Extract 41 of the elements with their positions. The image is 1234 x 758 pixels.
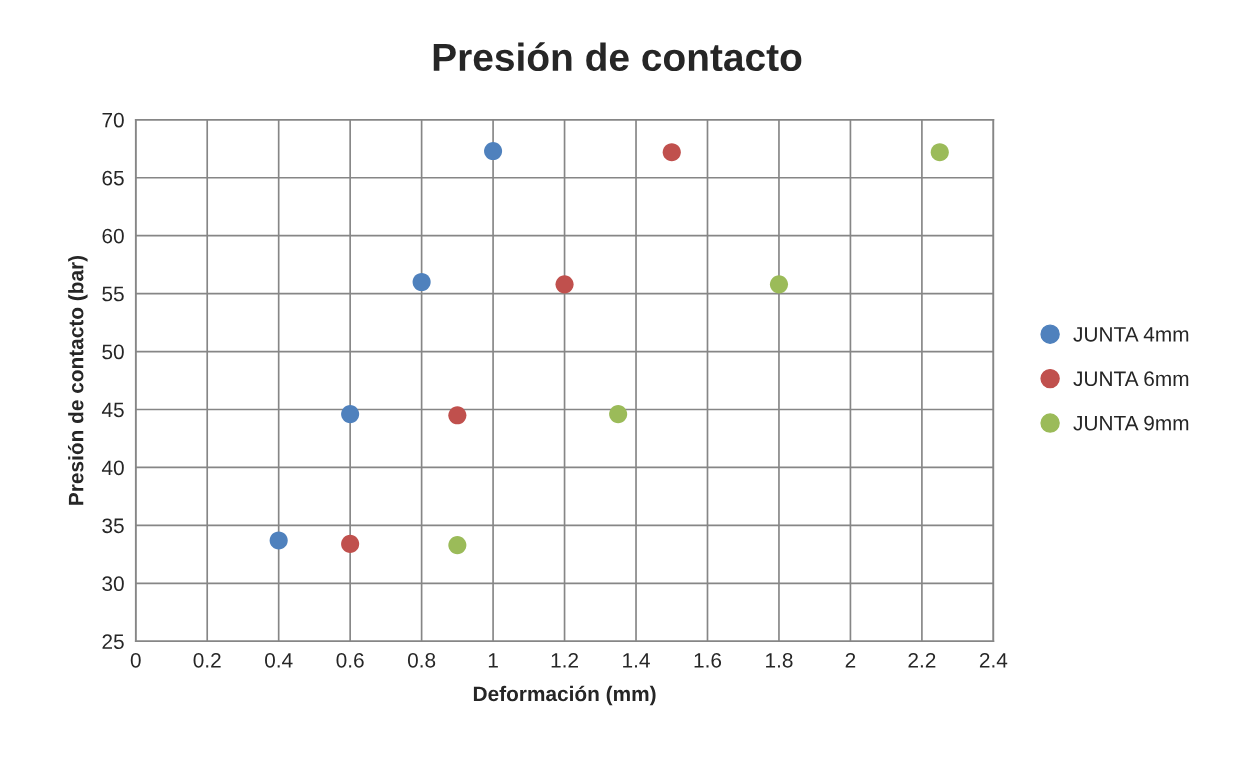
y-tick-label: 70 <box>102 112 124 128</box>
y-tick-label: 50 <box>102 344 124 360</box>
x-tick-label: 0 <box>130 652 141 668</box>
x-tick-label: 0.8 <box>407 652 436 668</box>
point <box>341 534 360 553</box>
y-tick-label: 40 <box>101 460 124 476</box>
point <box>769 275 789 294</box>
y-axis-title: Presión de contacto (bar) <box>67 255 88 505</box>
point <box>484 142 503 161</box>
point <box>269 531 288 550</box>
x-tick-label: 1.8 <box>766 652 793 668</box>
x-tick-label: 1.4 <box>623 653 650 668</box>
x-tick-label: 0.2 <box>193 652 221 668</box>
y-tick-label: 65 <box>102 170 124 186</box>
point <box>341 405 360 424</box>
x-tick-label: 1 <box>488 653 498 668</box>
point <box>930 143 949 162</box>
point <box>448 406 467 425</box>
point <box>662 143 681 162</box>
legend-label: JUNTA 6mm <box>1073 371 1189 387</box>
x-tick-label: 2.4 <box>979 652 1008 668</box>
x-tick-label: 0.4 <box>265 652 293 668</box>
x-tick-label: 1.6 <box>694 652 722 668</box>
x-tick-label: 1.2 <box>551 652 578 668</box>
x-tick-label: 2.2 <box>908 652 936 668</box>
chart-title: Presión de contacto <box>433 42 802 72</box>
y-tick-label: 55 <box>102 286 124 302</box>
y-tick-label: 45 <box>101 402 124 418</box>
point <box>412 272 431 292</box>
y-tick-label: 25 <box>102 634 124 650</box>
y-tick-label: 35 <box>102 518 124 534</box>
legend-label: JUNTA 4mm <box>1073 327 1189 342</box>
legend-label: JUNTA 9mm <box>1073 415 1189 431</box>
point <box>555 275 574 294</box>
point <box>448 536 467 555</box>
x-tick-label: 2 <box>845 652 856 668</box>
x-tick-label: 0.6 <box>336 652 364 668</box>
y-tick-label: 60 <box>102 228 124 244</box>
y-tick-label: 30 <box>102 576 124 592</box>
x-axis-title: Deformación (mm) <box>473 685 656 706</box>
point <box>609 405 628 424</box>
